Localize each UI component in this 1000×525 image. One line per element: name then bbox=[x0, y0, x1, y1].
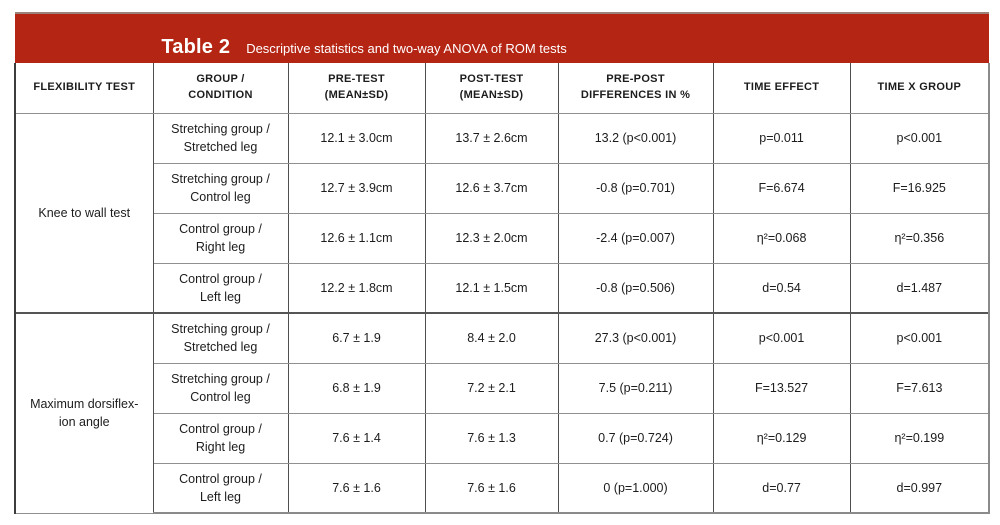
col-header-post-test: POST-TEST (MEAN±SD) bbox=[424, 63, 559, 114]
cell-pre-test: 6.8 ± 1.9 bbox=[287, 362, 426, 414]
cell-pre-test: 12.1 ± 3.0cm bbox=[287, 112, 426, 164]
cell-group-condition: Control group / Left leg bbox=[152, 262, 289, 314]
cell-pre-post-diff: -0.8 (p=0.506) bbox=[557, 262, 714, 314]
cell-time-effect: d=0.54 bbox=[712, 262, 851, 314]
cell-pre-test: 12.7 ± 3.9cm bbox=[287, 162, 426, 214]
cell-time-x-group: F=7.613 bbox=[849, 362, 991, 414]
cell-time-effect: d=0.77 bbox=[712, 462, 851, 514]
cell-group-condition: Stretching group / Stretched leg bbox=[152, 112, 289, 164]
table-header-row: FLEXIBILITY TEST GROUP / CONDITION PRE-T… bbox=[14, 63, 991, 114]
cell-pre-test: 6.7 ± 1.9 bbox=[287, 312, 426, 364]
cell-time-effect: F=6.674 bbox=[712, 162, 851, 214]
cell-pre-post-diff: 7.5 (p=0.211) bbox=[557, 362, 714, 414]
table-title: Table 2 bbox=[161, 36, 231, 59]
title-bar-segment-time-x-group bbox=[850, 12, 990, 63]
col-header-pre-post-differences: PRE-POST DIFFERENCES IN % bbox=[557, 63, 714, 114]
table-row: Control group / Left leg 7.6 ± 1.6 7.6 ±… bbox=[15, 462, 991, 514]
cell-time-x-group: d=1.487 bbox=[849, 262, 991, 314]
table-row: Knee to wall test Stretching group / Str… bbox=[14, 112, 991, 314]
table-row: Maximum dorsiflex- ion angle Stretching … bbox=[14, 312, 991, 514]
cell-post-test: 12.1 ± 1.5cm bbox=[424, 262, 559, 314]
cell-time-x-group: F=16.925 bbox=[849, 162, 991, 214]
cell-post-test: 7.6 ± 1.6 bbox=[424, 462, 559, 514]
table-row: Control group / Right leg 7.6 ± 1.4 7.6 … bbox=[15, 412, 991, 464]
table-row: Control group / Right leg 12.6 ± 1.1cm 1… bbox=[15, 212, 991, 264]
cell-time-x-group: η²=0.199 bbox=[849, 412, 991, 464]
cell-group-condition: Control group / Left leg bbox=[152, 462, 289, 514]
cell-time-effect: η²=0.129 bbox=[712, 412, 851, 464]
cell-time-x-group: p<0.001 bbox=[849, 112, 991, 164]
table-row: Control group / Left leg 12.2 ± 1.8cm 12… bbox=[15, 262, 991, 314]
cell-flexibility-test-max-dorsiflexion: Maximum dorsiflex- ion angle bbox=[14, 312, 154, 514]
cell-group-condition: Stretching group / Control leg bbox=[152, 162, 289, 214]
col-header-time-effect: TIME EFFECT bbox=[712, 63, 851, 114]
cell-time-effect: F=13.527 bbox=[712, 362, 851, 414]
rom-anova-table: Table 2 Descriptive statistics and two-wa… bbox=[14, 12, 991, 514]
cell-time-x-group: p<0.001 bbox=[849, 312, 991, 364]
cell-pre-post-diff: 0.7 (p=0.724) bbox=[557, 412, 714, 464]
cell-pre-test: 12.2 ± 1.8cm bbox=[287, 262, 426, 314]
table-title-cell: Table 2 Descriptive statistics and two-wa… bbox=[15, 12, 714, 63]
col-header-group-condition: GROUP / CONDITION bbox=[152, 63, 289, 114]
cell-pre-post-diff: 0 (p=1.000) bbox=[557, 462, 714, 514]
cell-time-effect: p=0.011 bbox=[712, 112, 851, 164]
table-row: Stretching group / Control leg 6.8 ± 1.9… bbox=[15, 362, 991, 414]
table-title-bar: Table 2 Descriptive statistics and two-wa… bbox=[15, 12, 990, 63]
cell-pre-test: 7.6 ± 1.6 bbox=[287, 462, 426, 514]
col-header-time-x-group: TIME X GROUP bbox=[849, 63, 991, 114]
cell-pre-post-diff: -2.4 (p=0.007) bbox=[557, 212, 714, 264]
cell-time-effect: p<0.001 bbox=[712, 312, 851, 364]
title-bar-segment-time-effect bbox=[713, 12, 851, 63]
cell-pre-test: 7.6 ± 1.4 bbox=[287, 412, 426, 464]
table-row: Stretching group / Control leg 12.7 ± 3.… bbox=[15, 162, 991, 214]
cell-pre-test: 12.6 ± 1.1cm bbox=[287, 212, 426, 264]
cell-post-test: 13.7 ± 2.6cm bbox=[424, 112, 559, 164]
col-header-pre-test: PRE-TEST (MEAN±SD) bbox=[287, 63, 426, 114]
cell-post-test: 8.4 ± 2.0 bbox=[424, 312, 559, 364]
cell-group-condition: Control group / Right leg bbox=[152, 412, 289, 464]
col-header-flexibility-test: FLEXIBILITY TEST bbox=[14, 63, 154, 114]
cell-flexibility-test-knee-to-wall: Knee to wall test bbox=[14, 112, 154, 314]
table-container: Table 2 Descriptive statistics and two-wa… bbox=[14, 12, 991, 514]
cell-group-condition: Stretching group / Control leg bbox=[152, 362, 289, 414]
cell-pre-post-diff: 27.3 (p<0.001) bbox=[557, 312, 714, 364]
cell-pre-post-diff: -0.8 (p=0.701) bbox=[557, 162, 714, 214]
cell-time-x-group: d=0.997 bbox=[849, 462, 991, 514]
cell-pre-post-diff: 13.2 (p<0.001) bbox=[557, 112, 714, 164]
cell-time-effect: η²=0.068 bbox=[712, 212, 851, 264]
cell-time-x-group: η²=0.356 bbox=[849, 212, 991, 264]
cell-post-test: 12.3 ± 2.0cm bbox=[424, 212, 559, 264]
cell-group-condition: Stretching group / Stretched leg bbox=[152, 312, 289, 364]
cell-post-test: 7.6 ± 1.3 bbox=[424, 412, 559, 464]
cell-post-test: 12.6 ± 3.7cm bbox=[424, 162, 559, 214]
cell-post-test: 7.2 ± 2.1 bbox=[424, 362, 559, 414]
cell-group-condition: Control group / Right leg bbox=[152, 212, 289, 264]
table-subtitle: Descriptive statistics and two-way ANOVA… bbox=[246, 41, 567, 57]
